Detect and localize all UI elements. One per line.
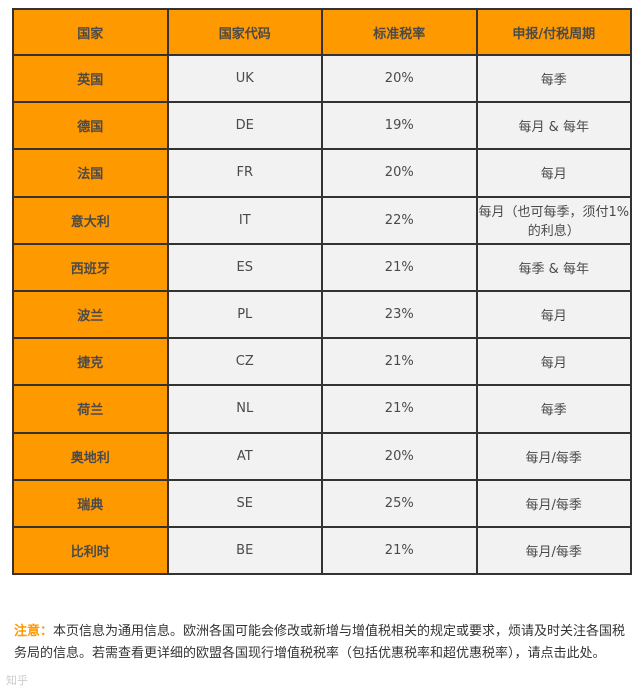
- table-row: 奥地利 AT 20% 每月/每季: [12, 431, 632, 481]
- country-cell: 英国: [12, 53, 169, 104]
- rate-cell: 21%: [321, 525, 478, 576]
- period-cell: 每季 & 每年: [475, 242, 632, 292]
- code-cell: CZ: [166, 337, 323, 387]
- note-paragraph: 注意：本页信息为通用信息。欧洲各国可能会修改或新增与增值税相关的规定或要求，烦请…: [14, 621, 630, 665]
- header-code: 国家代码: [166, 8, 323, 56]
- code-cell: IT: [166, 195, 323, 245]
- country-cell: 捷克: [12, 337, 169, 387]
- table-row: 瑞典 SE 25% 每月/每季: [12, 478, 632, 528]
- country-cell: 奥地利: [12, 431, 169, 481]
- table-row: 法国 FR 20% 每月: [12, 148, 632, 198]
- period-cell: 每月（也可每季，须付1%的利息）: [475, 195, 632, 245]
- table-row: 英国 UK 20% 每季: [12, 53, 632, 104]
- table-row: 意大利 IT 22% 每月（也可每季，须付1%的利息）: [12, 195, 632, 245]
- rate-cell: 20%: [321, 431, 478, 481]
- rate-cell: 21%: [321, 384, 478, 434]
- code-cell: NL: [166, 384, 323, 434]
- period-cell: 每月/每季: [475, 478, 632, 528]
- code-cell: UK: [166, 53, 323, 104]
- code-cell: AT: [166, 431, 323, 481]
- code-cell: PL: [166, 289, 323, 340]
- country-cell: 意大利: [12, 195, 169, 245]
- rate-cell: 25%: [321, 478, 478, 528]
- country-cell: 德国: [12, 101, 169, 151]
- code-cell: SE: [166, 478, 323, 528]
- code-cell: FR: [166, 148, 323, 198]
- header-country: 国家: [12, 8, 169, 56]
- rate-cell: 23%: [321, 289, 478, 340]
- rate-cell: 21%: [321, 337, 478, 387]
- table-row: 波兰 PL 23% 每月: [12, 289, 632, 340]
- rate-cell: 20%: [321, 148, 478, 198]
- vat-table: 国家 国家代码 标准税率 申报/付税周期 英国 UK 20% 每季 德国 DE 19% 每月 …: [12, 8, 632, 576]
- table-row: 西班牙 ES 21% 每季 & 每年: [12, 242, 632, 292]
- period-cell: 每季: [475, 384, 632, 434]
- note-text: 本页信息为通用信息。欧洲各国可能会修改或新增与增值税相关的规定或要求，烦请及时关…: [14, 624, 626, 661]
- rate-cell: 22%: [321, 195, 478, 245]
- period-cell: 每季: [475, 53, 632, 104]
- table-row: 荷兰 NL 21% 每季: [12, 384, 632, 434]
- table-header-row: 国家 国家代码 标准税率 申报/付税周期: [12, 8, 632, 56]
- code-cell: DE: [166, 101, 323, 151]
- table-row: 德国 DE 19% 每月 & 每年: [12, 101, 632, 151]
- table-row: 捷克 CZ 21% 每月: [12, 337, 632, 387]
- rate-cell: 19%: [321, 101, 478, 151]
- rate-cell: 20%: [321, 53, 478, 104]
- rate-cell: 21%: [321, 242, 478, 292]
- header-period: 申报/付税周期: [475, 8, 632, 56]
- period-cell: 每月/每季: [475, 525, 632, 576]
- note-label: 注意：: [14, 624, 54, 639]
- country-cell: 瑞典: [12, 478, 169, 528]
- watermark: 知乎: [6, 674, 28, 687]
- country-cell: 比利时: [12, 525, 169, 576]
- period-cell: 每月: [475, 337, 632, 387]
- period-cell: 每月: [475, 289, 632, 340]
- header-rate: 标准税率: [321, 8, 478, 56]
- period-cell: 每月/每季: [475, 431, 632, 481]
- period-cell: 每月: [475, 148, 632, 198]
- period-cell: 每月 & 每年: [475, 101, 632, 151]
- country-cell: 法国: [12, 148, 169, 198]
- code-cell: ES: [166, 242, 323, 292]
- country-cell: 波兰: [12, 289, 169, 340]
- code-cell: BE: [166, 525, 323, 576]
- country-cell: 荷兰: [12, 384, 169, 434]
- country-cell: 西班牙: [12, 242, 169, 292]
- table-row: 比利时 BE 21% 每月/每季: [12, 525, 632, 576]
